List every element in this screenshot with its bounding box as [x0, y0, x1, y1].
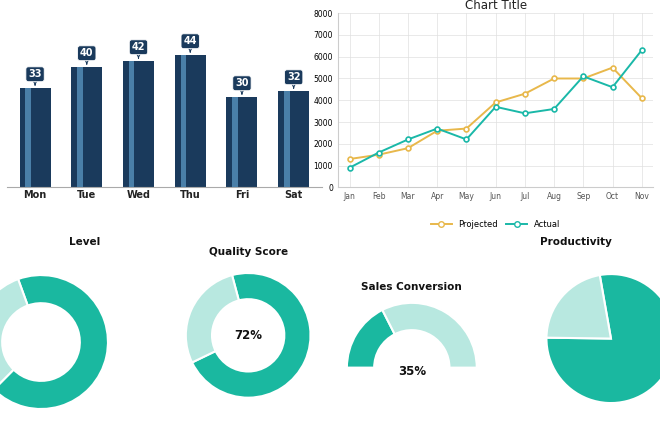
Title: Quality Score: Quality Score	[209, 247, 288, 257]
Wedge shape	[0, 275, 108, 409]
Bar	[226, 97, 257, 187]
Bar	[77, 67, 82, 187]
Bar	[71, 67, 102, 187]
Title: Sales Conversion: Sales Conversion	[362, 282, 462, 292]
Bar	[175, 55, 206, 187]
Bar	[181, 55, 186, 187]
Wedge shape	[0, 279, 28, 389]
Wedge shape	[546, 275, 611, 338]
Bar	[278, 91, 309, 187]
Title: Productivity: Productivity	[539, 238, 611, 247]
Text: 35%: 35%	[398, 365, 426, 378]
Bar	[123, 61, 154, 187]
Wedge shape	[186, 275, 239, 363]
Text: 33: 33	[28, 69, 42, 85]
Text: 72%: 72%	[234, 329, 262, 342]
Bar	[26, 88, 31, 187]
Bar	[129, 61, 135, 187]
Bar	[284, 91, 290, 187]
Wedge shape	[192, 273, 310, 398]
Title: Chart Title: Chart Title	[465, 0, 527, 12]
Wedge shape	[347, 310, 395, 368]
Text: 32: 32	[287, 72, 300, 88]
Wedge shape	[546, 274, 660, 403]
Text: 30: 30	[235, 78, 249, 94]
Bar	[232, 97, 238, 187]
Title: Level: Level	[69, 238, 100, 247]
Text: 42: 42	[132, 42, 145, 58]
Text: 44: 44	[183, 36, 197, 52]
Bar	[20, 88, 51, 187]
Text: 40: 40	[80, 48, 94, 64]
Legend: Projected, Actual: Projected, Actual	[428, 216, 564, 232]
Wedge shape	[382, 303, 477, 368]
